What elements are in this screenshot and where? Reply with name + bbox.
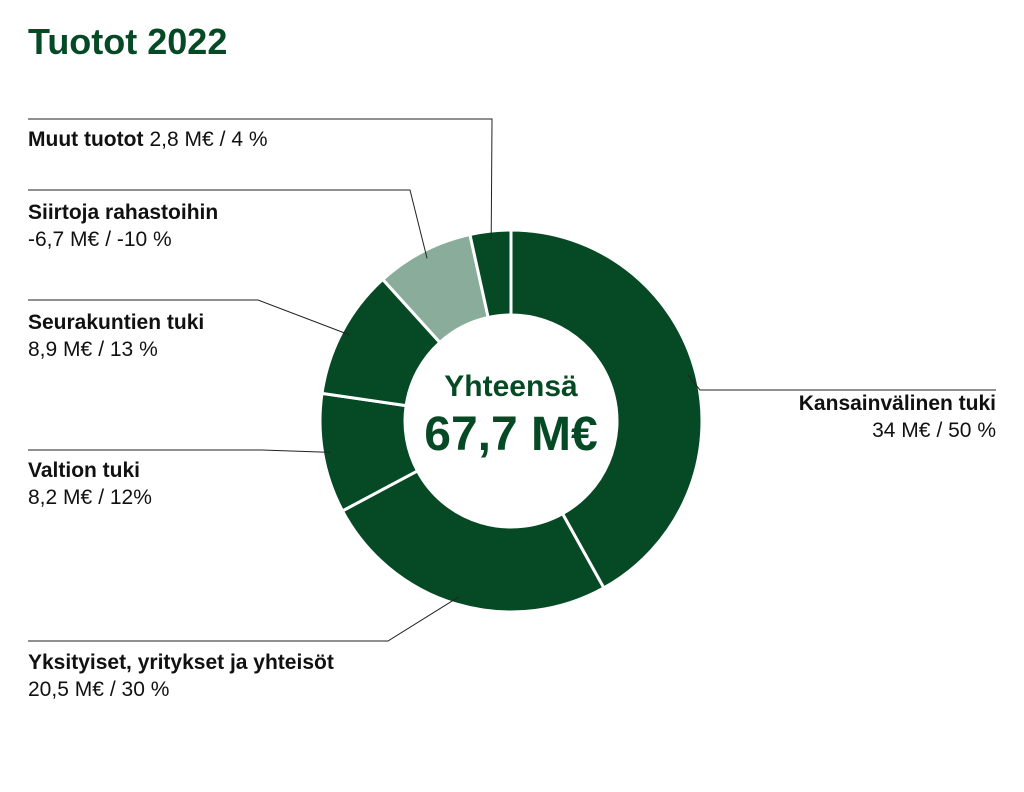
- slice-value: 8,2 M€/ 12%: [28, 486, 152, 509]
- chart-title: Tuotot 2022: [28, 21, 227, 62]
- category-label: Kansainvälinen tuki: [799, 392, 996, 415]
- slice-value: 8,9 M€/ 13 %: [28, 338, 158, 361]
- leader-line: [28, 596, 460, 642]
- category-label: Muut tuotot: [28, 128, 143, 151]
- value-label: 20,5 M€: [28, 678, 104, 701]
- slice-value: 34 M€/ 50 %: [872, 419, 996, 442]
- share-label: / 50 %: [936, 419, 996, 442]
- share-label: / -10 %: [105, 228, 172, 251]
- total: 67,7 M€: [424, 408, 597, 461]
- value-label: 34 M€: [872, 419, 931, 442]
- donut-slice: [340, 468, 606, 614]
- slice-label: Valtion tuki: [28, 459, 140, 482]
- share-label: / 13 %: [98, 338, 158, 361]
- value-label: 8,9 M€: [28, 338, 93, 361]
- slice-label: Kansainvälinen tuki: [799, 392, 996, 415]
- share-label: / 30 %: [110, 678, 170, 701]
- value-label: -6,7 M€: [28, 228, 100, 251]
- share-label: / 12%: [98, 486, 152, 509]
- slice-value: 20,5 M€ / 30 %: [28, 678, 169, 701]
- value-label: 8,2 M€: [28, 486, 93, 509]
- slice-label: Muut tuotot 2,8 M€ / 4 %: [28, 128, 268, 151]
- leader-line: [28, 449, 331, 453]
- category-label: Siirtoja rahastoihin: [28, 201, 218, 224]
- leader-line: [28, 189, 428, 259]
- slice-value: -6,7 M€ / -10 %: [28, 228, 172, 251]
- category-label: Yksityiset, yritykset ja yhteisöt: [28, 651, 334, 674]
- slice-label: Yksityiset, yritykset ja yhteisöt: [28, 651, 334, 674]
- center-title: Yhteensä: [444, 370, 578, 403]
- category-label: Seurakuntien tuki: [28, 311, 204, 334]
- donut-slice: [509, 228, 704, 590]
- category-label: Valtion tuki: [28, 459, 140, 482]
- value-label: 2,8 M€: [149, 128, 214, 151]
- slice-label: Seurakuntien tuki: [28, 311, 204, 334]
- share-label: / 4 %: [220, 128, 268, 151]
- leader-line: [687, 374, 996, 391]
- leader-line: [28, 118, 493, 240]
- leader-line: [28, 299, 350, 336]
- slice-label: Siirtoja rahastoihin: [28, 201, 218, 224]
- donut-slice: [468, 228, 513, 320]
